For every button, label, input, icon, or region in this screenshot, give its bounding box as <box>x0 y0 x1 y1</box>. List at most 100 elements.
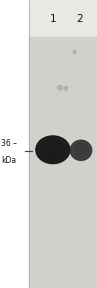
Point <box>91 130 93 134</box>
Point <box>69 156 70 161</box>
Point <box>78 239 79 243</box>
Point <box>52 163 54 168</box>
Text: 1: 1 <box>50 14 57 24</box>
Point <box>46 163 48 168</box>
Point <box>81 166 82 171</box>
Point <box>49 108 51 113</box>
Point <box>72 185 74 190</box>
Ellipse shape <box>36 136 70 164</box>
Point <box>56 202 58 206</box>
Point <box>62 257 63 262</box>
Point <box>35 201 36 205</box>
Point <box>74 70 75 75</box>
Point <box>59 205 60 210</box>
Point <box>40 88 42 93</box>
Point <box>45 48 46 53</box>
Point <box>82 194 83 199</box>
Point <box>44 92 45 96</box>
Point <box>35 215 36 219</box>
Point <box>59 235 61 240</box>
Point <box>86 87 88 91</box>
Point <box>51 187 53 192</box>
Point <box>85 266 86 271</box>
Point <box>57 149 59 154</box>
Point <box>58 101 60 105</box>
Point <box>49 273 50 278</box>
Point <box>50 251 51 256</box>
Point <box>71 200 73 205</box>
Point <box>64 63 65 68</box>
Point <box>67 171 68 176</box>
Point <box>66 98 68 103</box>
Point <box>82 224 84 229</box>
Point <box>56 142 58 146</box>
Point <box>30 137 32 141</box>
Point <box>72 249 74 253</box>
Point <box>59 37 61 41</box>
Point <box>44 51 46 56</box>
Point <box>89 234 91 238</box>
Point <box>60 250 62 254</box>
Point <box>53 80 55 85</box>
Point <box>32 99 34 104</box>
Point <box>69 242 71 246</box>
Ellipse shape <box>58 86 63 90</box>
Point <box>58 213 60 218</box>
Ellipse shape <box>64 86 68 90</box>
Point <box>89 56 91 60</box>
Point <box>84 64 86 69</box>
Point <box>92 114 94 119</box>
Point <box>77 217 78 221</box>
Point <box>69 116 70 120</box>
Point <box>66 166 68 170</box>
Point <box>29 61 30 66</box>
Point <box>31 152 33 157</box>
Point <box>58 62 59 67</box>
Point <box>63 165 65 170</box>
Point <box>50 56 51 60</box>
Point <box>78 61 80 65</box>
Point <box>49 129 50 134</box>
Point <box>34 181 36 186</box>
Point <box>62 275 63 280</box>
Point <box>67 239 68 243</box>
Point <box>76 61 77 66</box>
Point <box>95 58 96 62</box>
Point <box>30 111 31 115</box>
Point <box>55 98 57 103</box>
Point <box>91 262 92 266</box>
Point <box>83 139 84 144</box>
Point <box>70 234 72 238</box>
Point <box>76 158 77 163</box>
Point <box>89 205 91 209</box>
Point <box>36 180 38 184</box>
Point <box>65 274 66 279</box>
Point <box>70 102 72 106</box>
Point <box>39 77 40 82</box>
Point <box>95 90 96 94</box>
Ellipse shape <box>70 140 92 160</box>
Point <box>72 124 74 129</box>
Point <box>73 53 75 57</box>
Point <box>48 69 49 73</box>
Point <box>48 209 50 214</box>
Point <box>84 281 85 286</box>
Point <box>43 251 44 256</box>
Point <box>95 213 97 218</box>
Point <box>40 251 42 255</box>
Point <box>55 262 56 266</box>
Point <box>59 87 60 92</box>
Point <box>81 239 83 244</box>
Point <box>64 170 66 175</box>
Point <box>83 92 84 96</box>
Point <box>39 97 41 102</box>
Text: kDa: kDa <box>1 156 16 165</box>
Point <box>56 115 58 119</box>
Point <box>50 187 52 192</box>
Point <box>36 175 38 179</box>
Point <box>41 117 42 121</box>
Point <box>87 59 88 64</box>
Point <box>66 106 68 111</box>
Text: 36 –: 36 – <box>1 139 17 148</box>
Point <box>33 199 34 204</box>
